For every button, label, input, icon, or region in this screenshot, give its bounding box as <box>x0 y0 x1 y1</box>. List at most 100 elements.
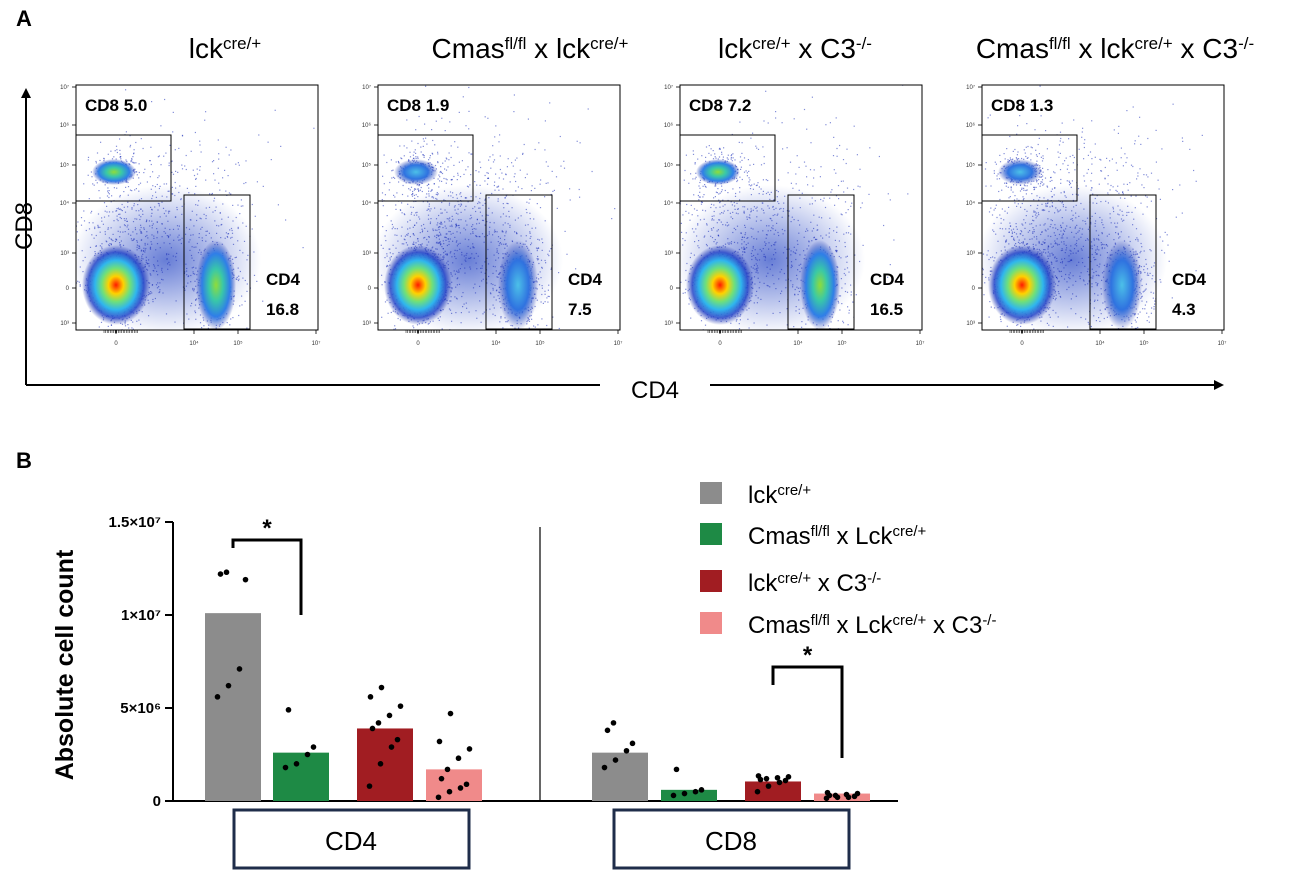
flow-plot-title-sup1: cre/+ <box>752 34 790 53</box>
data-point <box>754 788 761 795</box>
flow-plot-title-mid: x lck <box>526 33 591 64</box>
y-tick-label: 10⁶ <box>966 122 976 129</box>
legend-swatch-1 <box>700 482 722 504</box>
flow-plot-title-mid: x C3 <box>791 33 856 64</box>
data-point <box>776 779 783 786</box>
legend-label-4: Cmasfl/fl x Lckcre/+ x C3-/- <box>748 612 996 639</box>
legend-label-4-tail: x C3 <box>926 612 982 639</box>
legend-swatch-4 <box>700 612 722 634</box>
flow-plot-title-tail: x C3 <box>1173 33 1238 64</box>
data-point <box>285 707 292 713</box>
y-tick-label: 10⁵ <box>362 162 372 169</box>
flow-plot-title-sup3: -/- <box>1238 34 1254 53</box>
x-tick-label: 10⁴ <box>189 340 199 347</box>
flow-plot-title-mid: x lck <box>1071 33 1136 64</box>
y-tick-label: 0 <box>153 793 161 810</box>
data-point <box>394 736 401 743</box>
plot-frame <box>981 84 1225 331</box>
y-tick-label: 10⁴ <box>362 200 372 207</box>
x-tick-label: 10⁴ <box>491 340 501 347</box>
y-tick-label: 10⁴ <box>60 200 70 207</box>
plot-frame <box>679 84 923 331</box>
density-cloud <box>378 85 616 330</box>
bar-cd8-series-1 <box>592 752 648 801</box>
x-tick-label: 0 <box>416 341 420 347</box>
y-tick-label: 10³ <box>362 251 371 257</box>
data-point <box>785 774 792 780</box>
data-point <box>386 712 393 719</box>
legend-label-4-sup3: -/- <box>982 612 996 629</box>
flow-plot-title-sup1: cre/+ <box>223 34 261 53</box>
data-point <box>463 781 470 788</box>
y-tick-label: 10⁴ <box>966 200 976 207</box>
flow-plot-title-base: Cmas <box>432 33 505 64</box>
legend-label-1-sup1: cre/+ <box>777 482 811 499</box>
flow-plot-title-base: lck <box>718 33 753 64</box>
cd8-gate <box>981 134 1078 202</box>
data-point <box>604 727 611 734</box>
flow-plot-title: Cmasfl/fl x lckcre/+ x C3-/- <box>976 33 1254 64</box>
cd4-gate <box>787 194 855 330</box>
data-point <box>673 766 680 773</box>
legend-label-1-base: lck <box>748 482 778 509</box>
data-point <box>388 744 395 750</box>
significance-star: * <box>262 515 272 542</box>
data-point <box>466 746 473 752</box>
y-axis-label: Absolute cell count <box>51 549 79 780</box>
data-point <box>446 788 453 795</box>
data-point <box>623 747 630 754</box>
data-point <box>601 764 608 771</box>
data-point <box>304 751 311 758</box>
data-point <box>438 775 445 782</box>
cd8-gate-label: CD8 7.2 <box>689 96 751 115</box>
x-tick-label: 10⁴ <box>1095 340 1105 347</box>
data-point <box>455 755 462 762</box>
data-point <box>765 783 772 789</box>
panel-a-letter: A <box>16 6 32 31</box>
cd4-gate-value: 16.5 <box>870 300 903 319</box>
flow-plot-title-sup2: -/- <box>856 34 872 53</box>
legend-label-2-sup1: fl/fl <box>811 523 830 540</box>
data-point <box>832 792 839 799</box>
legend-label-3: lckcre/+ x C3-/- <box>748 570 881 597</box>
x-tick-label: 10⁵ <box>535 340 545 347</box>
y-tick-label: 10³ <box>966 321 975 327</box>
x-tick-label: 10⁷ <box>614 340 623 347</box>
bar-cd8-series-3 <box>745 781 801 801</box>
y-tick-label: 10³ <box>60 251 69 257</box>
cd8-gate-label: CD8 1.9 <box>387 96 449 115</box>
data-point <box>435 794 442 801</box>
data-point <box>378 684 385 691</box>
legend-swatch-2 <box>700 523 722 545</box>
cd8-axis-label: CD8 <box>11 202 38 250</box>
data-point <box>282 764 289 771</box>
cd4-gate-label: CD4 <box>870 270 905 289</box>
bar-cd8-series-2 <box>661 789 717 801</box>
data-point <box>854 790 861 797</box>
data-point <box>774 774 781 781</box>
data-point <box>242 576 249 583</box>
y-tick-label: 10³ <box>60 321 69 327</box>
plot-frame <box>75 84 319 331</box>
y-tick-label: 0 <box>972 286 976 292</box>
cd4-gate-value: 16.8 <box>266 300 299 319</box>
y-tick-label: 10⁵ <box>966 162 976 169</box>
flow-plot-title: Cmasfl/fl x lckcre/+ <box>432 33 629 64</box>
data-point <box>367 694 374 700</box>
cd8-gate <box>679 134 776 202</box>
cd8-gate <box>377 134 474 202</box>
cd8-gate <box>75 134 172 202</box>
y-tick-label: 0 <box>368 286 372 292</box>
panel-b-letter: B <box>16 448 32 473</box>
y-tick-label: 10³ <box>966 251 975 257</box>
y-tick-label: 10⁷ <box>664 84 673 91</box>
data-point <box>698 787 705 793</box>
data-point <box>366 783 373 789</box>
data-point <box>225 682 232 689</box>
data-point <box>375 720 382 726</box>
legend-label-4-sup2: cre/+ <box>893 612 927 629</box>
y-tick-label: 10⁵ <box>664 162 674 169</box>
data-point <box>610 720 617 726</box>
